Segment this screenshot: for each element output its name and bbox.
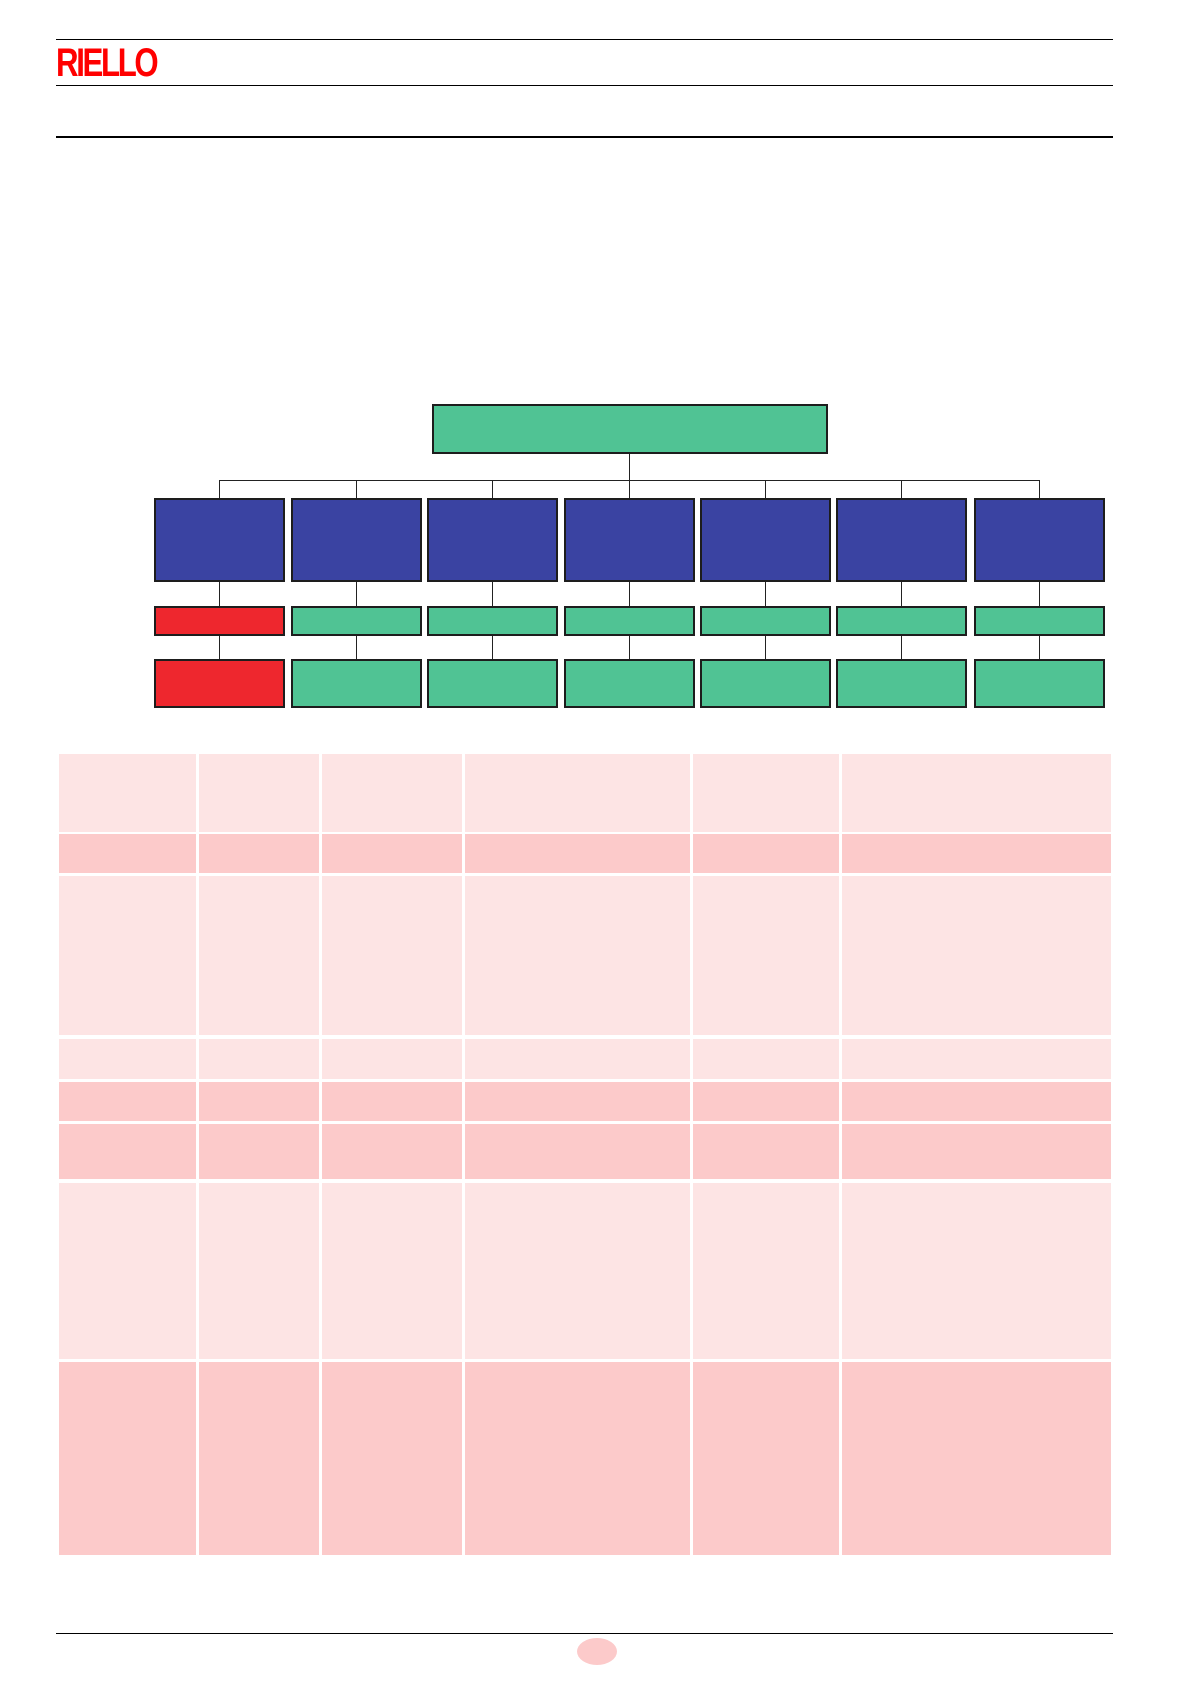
bottom-box (699, 659, 831, 708)
connector (356, 480, 357, 498)
middle-box (699, 606, 831, 636)
table-cell (465, 834, 690, 873)
table-cell (199, 1362, 319, 1555)
table-cell (465, 754, 690, 832)
table-cell (465, 1039, 690, 1079)
connector (492, 480, 493, 498)
table-cell (59, 1124, 196, 1179)
top-box (563, 498, 695, 582)
table-cell (693, 1183, 839, 1359)
connector (492, 582, 493, 606)
connector (629, 636, 630, 659)
connector (356, 636, 357, 659)
table-cell (59, 1183, 196, 1359)
table-cell (199, 876, 319, 1035)
table-cell (693, 754, 839, 832)
connector (219, 636, 220, 659)
connector (1039, 582, 1040, 606)
section-rule (56, 136, 1113, 138)
table-cell (322, 1183, 462, 1359)
table-cell (842, 876, 1111, 1035)
table-cell (693, 834, 839, 873)
bottom-box (153, 659, 285, 708)
connector (901, 480, 902, 498)
table-cell (842, 1183, 1111, 1359)
table-cell (693, 1082, 839, 1121)
table-cell (465, 876, 690, 1035)
middle-box (153, 606, 285, 636)
connector (219, 582, 220, 606)
root-connector (629, 454, 630, 481)
connector (901, 636, 902, 659)
middle-box (973, 606, 1105, 636)
connector (219, 480, 220, 498)
table-cell (322, 876, 462, 1035)
connector (765, 636, 766, 659)
table-cell (693, 1362, 839, 1555)
table-cell (59, 1039, 196, 1079)
connector (356, 582, 357, 606)
table-cell (693, 876, 839, 1035)
table-cell (842, 834, 1111, 873)
connector (629, 582, 630, 606)
header-top-rule (56, 39, 1113, 40)
table-cell (59, 1082, 196, 1121)
table-cell (842, 1124, 1111, 1179)
table-cell (199, 1039, 319, 1079)
table-cell (59, 834, 196, 873)
table-cell (693, 1124, 839, 1179)
footer-rule (56, 1633, 1113, 1634)
table-cell (199, 1183, 319, 1359)
connector (1039, 480, 1040, 498)
middle-box (563, 606, 695, 636)
bottom-box (563, 659, 695, 708)
table-cell (59, 876, 196, 1035)
table-cell (322, 834, 462, 873)
table-cell (59, 754, 196, 832)
page-number-badge (577, 1638, 617, 1665)
table-cell (322, 1362, 462, 1555)
table-cell (842, 1362, 1111, 1555)
bottom-box (426, 659, 558, 708)
table-cell (199, 1082, 319, 1121)
bottom-box (973, 659, 1105, 708)
riello-logo: RIELLO (56, 41, 159, 85)
table-cell (842, 1039, 1111, 1079)
connector (901, 582, 902, 606)
table-cell (322, 1124, 462, 1179)
table-cell (465, 1124, 690, 1179)
table-cell (842, 754, 1111, 832)
table-cell (693, 1039, 839, 1079)
table-cell (465, 1362, 690, 1555)
table-cell (322, 1039, 462, 1079)
header-bottom-rule (56, 85, 1113, 86)
top-box (153, 498, 285, 582)
middle-box (426, 606, 558, 636)
top-box (973, 498, 1105, 582)
connector (1039, 636, 1040, 659)
top-box (426, 498, 558, 582)
table-cell (842, 1082, 1111, 1121)
table-cell (465, 1082, 690, 1121)
root-box (432, 404, 828, 454)
connector (765, 582, 766, 606)
top-box (290, 498, 422, 582)
table-cell (199, 1124, 319, 1179)
connector (629, 480, 630, 498)
connector (492, 636, 493, 659)
connector (765, 480, 766, 498)
bottom-box (290, 659, 422, 708)
bottom-box (835, 659, 967, 708)
table-cell (322, 1082, 462, 1121)
table-cell (322, 754, 462, 832)
table-cell (199, 754, 319, 832)
top-box (835, 498, 967, 582)
top-box (699, 498, 831, 582)
middle-box (835, 606, 967, 636)
table-cell (465, 1183, 690, 1359)
table-cell (59, 1362, 196, 1555)
middle-box (290, 606, 422, 636)
table-cell (199, 834, 319, 873)
